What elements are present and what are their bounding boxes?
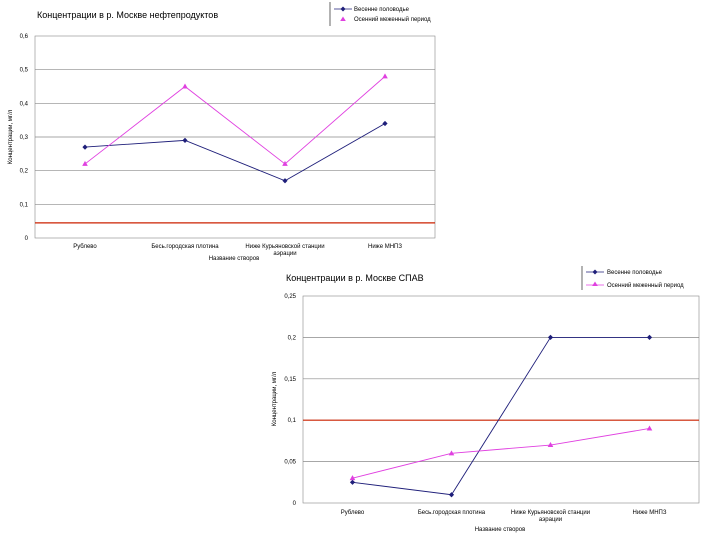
y-tick-label: 0,2 (288, 335, 297, 341)
y-axis-label: Концентрации, мг/л (8, 109, 14, 164)
data-point-series-0 (547, 334, 554, 340)
legend-text-autumn: Осенний меженный период (607, 282, 684, 289)
y-axis-label: Концентрации, мг/л (272, 371, 278, 426)
chart-legend: Весенне половодье Осенний меженный перио… (329, 2, 431, 26)
x-tick-label: Ниже МНПЗ (368, 244, 402, 250)
x-tick-label: Бесь.городская плотина (418, 510, 486, 516)
y-tick-label: 0,05 (284, 460, 296, 466)
data-point-series-1 (382, 73, 388, 79)
y-tick-label: 0,1 (288, 418, 297, 424)
x-tick-label: Рублево (73, 244, 97, 250)
y-tick-label: 0 (25, 236, 29, 242)
data-point-series-0 (646, 334, 653, 340)
y-tick-label: 0,5 (20, 68, 29, 74)
series-line-1 (352, 428, 650, 479)
y-tick-label: 0,25 (284, 294, 296, 300)
data-point-series-0 (382, 120, 388, 127)
y-tick-label: 0 (293, 501, 297, 507)
data-point-series-1 (448, 450, 455, 456)
legend-marker-autumn (340, 16, 346, 21)
chart-oil-products: Концентрации в р. Москве нефтепродуктов … (8, 2, 436, 262)
legend-marker-autumn (592, 281, 598, 286)
x-axis-label: Название створов (209, 256, 260, 262)
x-tick-label: Ниже Курьяновской станции (245, 243, 324, 250)
data-point-series-1 (282, 160, 288, 166)
x-tick-label: Бесь.городская плотина (151, 244, 219, 250)
series-line-0 (84, 123, 386, 182)
legend-marker-spring (592, 269, 598, 275)
legend-text-spring: Весенне половодье (607, 270, 663, 276)
data-point-series-0 (82, 144, 88, 150)
x-tick-label-continued: аэрации (539, 517, 562, 523)
data-point-series-0 (182, 137, 188, 143)
x-tick-label: Ниже Курьяновской станции (511, 509, 590, 516)
chart-title: Концентрации в р. Москве СПАВ (286, 273, 424, 283)
x-tick-label: Рублево (341, 510, 365, 516)
data-point-series-1 (82, 160, 88, 166)
chart-title: Концентрации в р. Москве нефтепродуктов (37, 10, 218, 20)
data-point-series-0 (448, 492, 455, 498)
legend-text-autumn: Осенний меженный период (354, 16, 431, 23)
x-tick-label-continued: аэрации (273, 251, 296, 257)
y-tick-label: 0,1 (20, 202, 29, 208)
y-tick-label: 0,6 (20, 34, 29, 40)
data-point-series-1 (547, 442, 554, 448)
data-point-series-0 (282, 178, 288, 184)
chart-legend: Весенне половодье Осенний меженный перио… (581, 266, 684, 290)
chart-surfactants: Концентрации в р. Москве СПАВ Весенне по… (272, 266, 700, 533)
series-line-1 (84, 76, 386, 165)
plot-area (302, 295, 700, 504)
data-point-series-0 (349, 479, 356, 485)
data-point-series-1 (182, 83, 188, 89)
series-line-0 (352, 336, 650, 496)
data-point-series-1 (349, 475, 356, 481)
y-tick-label: 0,4 (20, 101, 29, 107)
data-point-series-1 (646, 425, 653, 431)
legend-marker-spring (340, 6, 346, 12)
y-tick-label: 0,3 (20, 135, 29, 141)
x-axis-label: Название створов (475, 527, 526, 533)
legend-text-spring: Весенне половодье (354, 7, 410, 13)
y-tick-label: 0,15 (284, 377, 296, 383)
x-tick-label: Ниже МНПЗ (633, 510, 667, 516)
y-tick-label: 0,2 (20, 169, 29, 175)
